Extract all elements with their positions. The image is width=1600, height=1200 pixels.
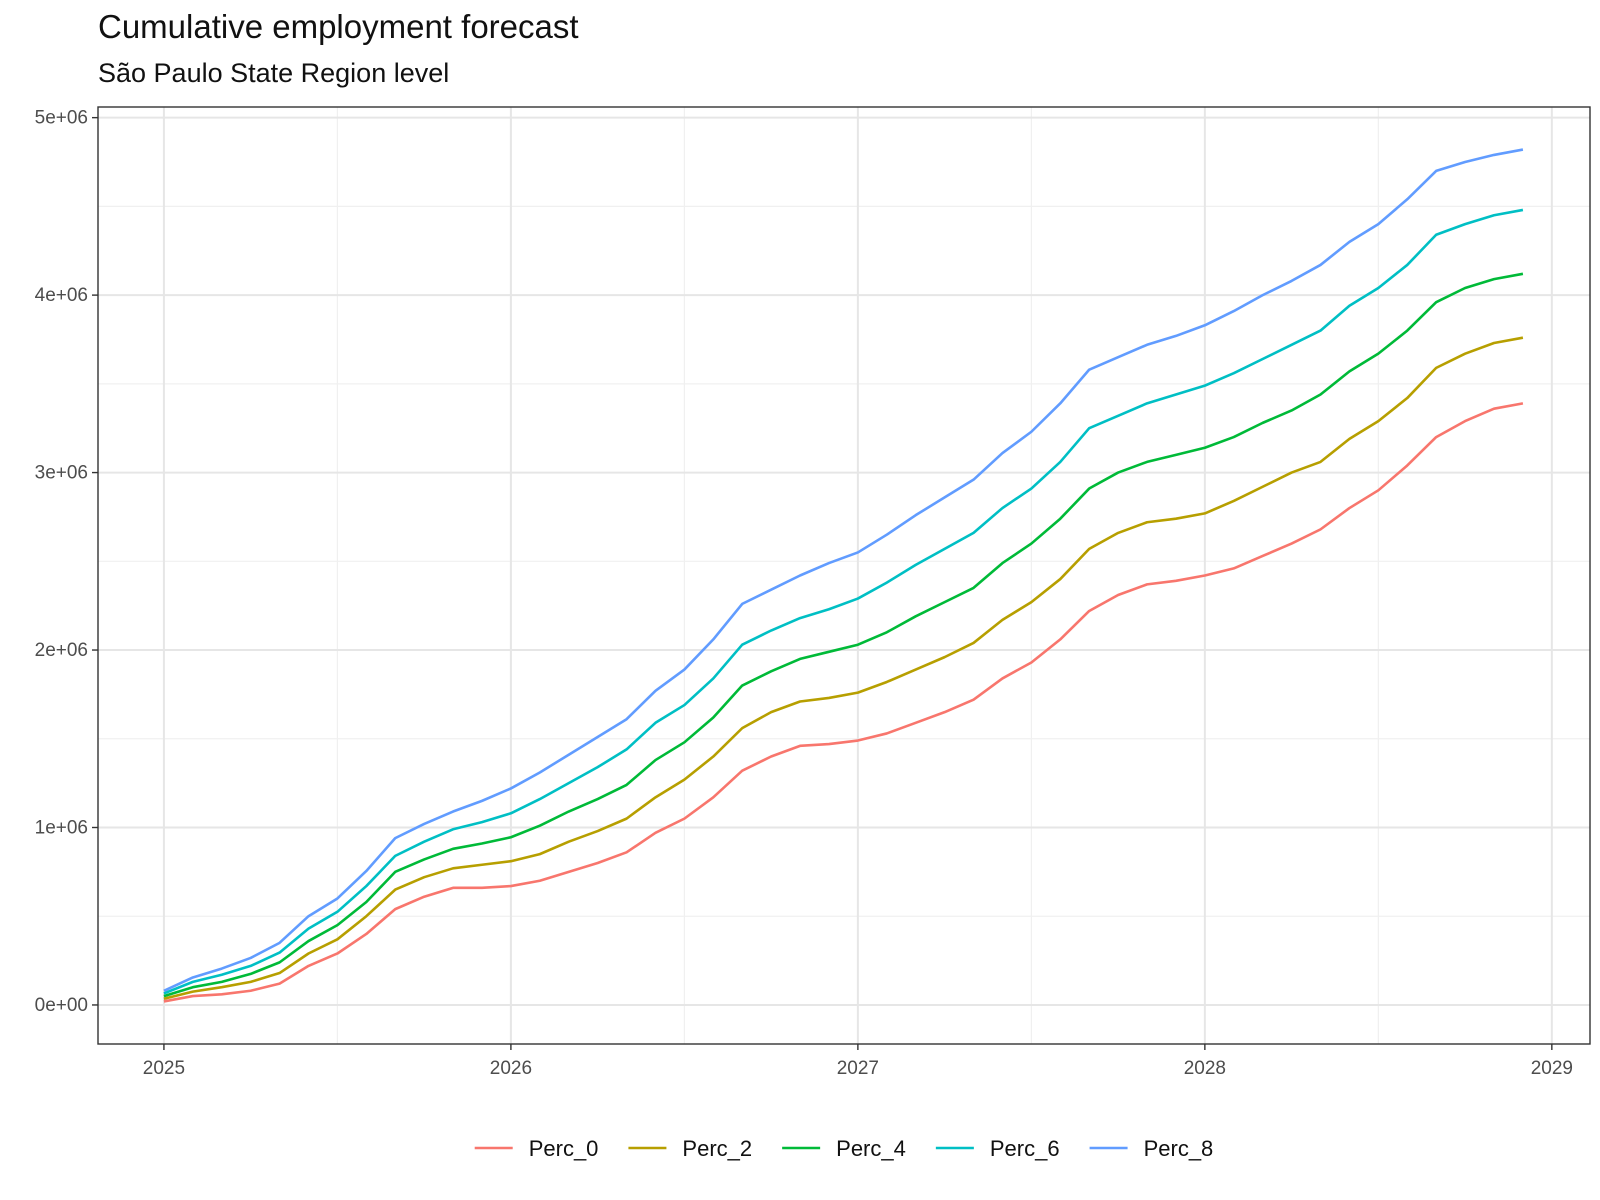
x-tick-label: 2026 (490, 1058, 532, 1079)
y-tick-label: 0e+00 (35, 995, 88, 1016)
legend-label-perc_0: Perc_0 (529, 1136, 599, 1161)
panel-border (97, 106, 1591, 1045)
legend-label-perc_4: Perc_4 (836, 1136, 906, 1161)
y-tick-label: 5e+06 (35, 108, 88, 129)
panel-background (98, 107, 1590, 1044)
x-tick-label: 2027 (837, 1058, 879, 1079)
y-tick-label: 1e+06 (35, 817, 88, 838)
series-line-perc_8 (163, 148, 1524, 992)
legend-label-perc_2: Perc_2 (682, 1136, 752, 1161)
legend-label-perc_8: Perc_8 (1144, 1136, 1214, 1161)
chart-subtitle: São Paulo State Region level (98, 58, 450, 88)
y-tick-label: 3e+06 (35, 463, 88, 484)
series-line-perc_0 (163, 402, 1524, 1003)
y-tick-label: 2e+06 (35, 640, 88, 661)
x-tick-label: 2025 (143, 1058, 185, 1079)
x-tick-label: 2029 (1531, 1058, 1573, 1079)
series-line-perc_6 (163, 208, 1524, 995)
chart-title: Cumulative employment forecast (98, 8, 579, 45)
y-tick-label: 4e+06 (35, 285, 88, 306)
legend-label-perc_6: Perc_6 (990, 1136, 1060, 1161)
x-tick-label: 2028 (1184, 1058, 1226, 1079)
series-line-perc_4 (163, 272, 1524, 998)
series-line-perc_2 (163, 336, 1524, 1001)
